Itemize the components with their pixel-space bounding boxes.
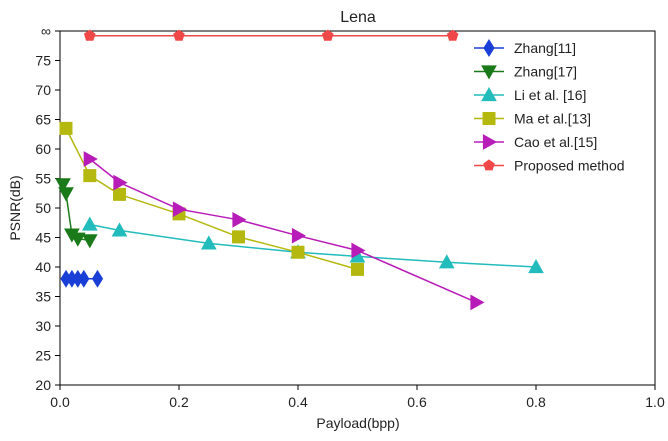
data-point	[58, 187, 74, 202]
legend-label: Zhang[17]	[514, 64, 577, 80]
y-tick-label: 75	[35, 53, 51, 69]
legend: Zhang[11] Zhang[17] Li et al. [16] Ma et al…	[474, 39, 625, 174]
series-line	[89, 223, 537, 268]
data-point	[470, 294, 485, 311]
y-tick-label: 40	[35, 259, 51, 275]
series-layer	[55, 29, 544, 311]
plot-frame	[59, 30, 656, 386]
data-point	[528, 258, 544, 274]
series-4	[83, 151, 485, 311]
legend-item: Li et al. [16]	[474, 86, 586, 103]
data-point	[91, 269, 104, 288]
series-line	[89, 158, 477, 304]
y-tick-label: ∞	[41, 23, 51, 39]
legend-item: Zhang[17]	[474, 64, 577, 80]
legend-item: Proposed method	[474, 158, 625, 174]
y-tick-label: 20	[35, 377, 51, 393]
data-point	[232, 211, 247, 228]
legend-marker	[482, 112, 496, 125]
y-axis-title: PSNR(dB)	[7, 175, 23, 240]
data-point	[173, 29, 185, 41]
data-point	[83, 29, 96, 41]
series-1	[55, 178, 98, 249]
data-point	[83, 151, 98, 167]
x-tick-label: 0.2	[169, 394, 189, 410]
data-point	[78, 269, 90, 288]
legend-label: Zhang[11]	[514, 40, 576, 56]
y-tick-label: 45	[35, 230, 51, 246]
legend-marker	[482, 134, 498, 150]
legend-item: Zhang[11]	[474, 39, 576, 57]
legend-label: Li et al. [16]	[514, 87, 586, 103]
data-point	[59, 121, 73, 135]
y-tick-label: 55	[35, 171, 51, 187]
y-tick-label: 35	[35, 289, 51, 305]
legend-marker	[483, 39, 495, 57]
legend-item: Cao et al.[15]	[474, 134, 597, 150]
data-point	[113, 174, 128, 191]
data-point	[111, 222, 128, 237]
legend-label: Cao et al.[15]	[514, 134, 597, 150]
series-5	[83, 29, 459, 41]
data-point	[232, 230, 245, 244]
axis-ticks: 0.0 0.2 0.4 0.6 0.8 1.0 20 25 30 35 40 45 50 55 60 65 70…	[35, 23, 665, 410]
legend-marker	[481, 86, 497, 102]
y-tick-label: 60	[35, 141, 51, 157]
legend-label: Ma et al.[13]	[514, 111, 591, 127]
data-point	[351, 242, 366, 259]
data-point	[321, 29, 334, 41]
data-point	[81, 234, 98, 249]
data-point	[81, 216, 98, 231]
x-tick-label: 1.0	[645, 394, 665, 410]
data-point	[55, 178, 71, 193]
chart-title: Lena	[340, 9, 376, 26]
data-point	[438, 254, 455, 269]
data-point	[446, 29, 459, 41]
x-tick-label: 0.0	[50, 394, 70, 410]
x-tick-label: 0.4	[288, 394, 308, 410]
data-point	[200, 235, 217, 250]
data-point	[291, 227, 307, 244]
y-tick-label: 25	[35, 348, 51, 364]
data-point	[113, 187, 126, 201]
legend-item: Ma et al.[13]	[474, 111, 591, 127]
x-tick-label: 0.6	[407, 394, 427, 410]
y-tick-label: 50	[35, 200, 51, 216]
series-0	[60, 269, 104, 288]
y-tick-label: 30	[35, 318, 51, 334]
legend-marker	[483, 159, 495, 171]
y-tick-label: 70	[35, 82, 51, 98]
legend-marker	[481, 65, 497, 80]
y-tick-label: 65	[35, 112, 51, 128]
data-point	[291, 245, 305, 259]
plot-area-border	[59, 30, 656, 386]
data-point	[69, 232, 86, 247]
x-tick-label: 0.8	[526, 394, 546, 410]
data-point	[351, 262, 364, 276]
data-point	[172, 201, 188, 218]
data-point	[83, 169, 97, 183]
legend-label: Proposed method	[514, 158, 625, 174]
series-2	[81, 216, 544, 274]
series-3	[59, 121, 364, 276]
x-axis-title: Payload(bpp)	[316, 415, 399, 431]
